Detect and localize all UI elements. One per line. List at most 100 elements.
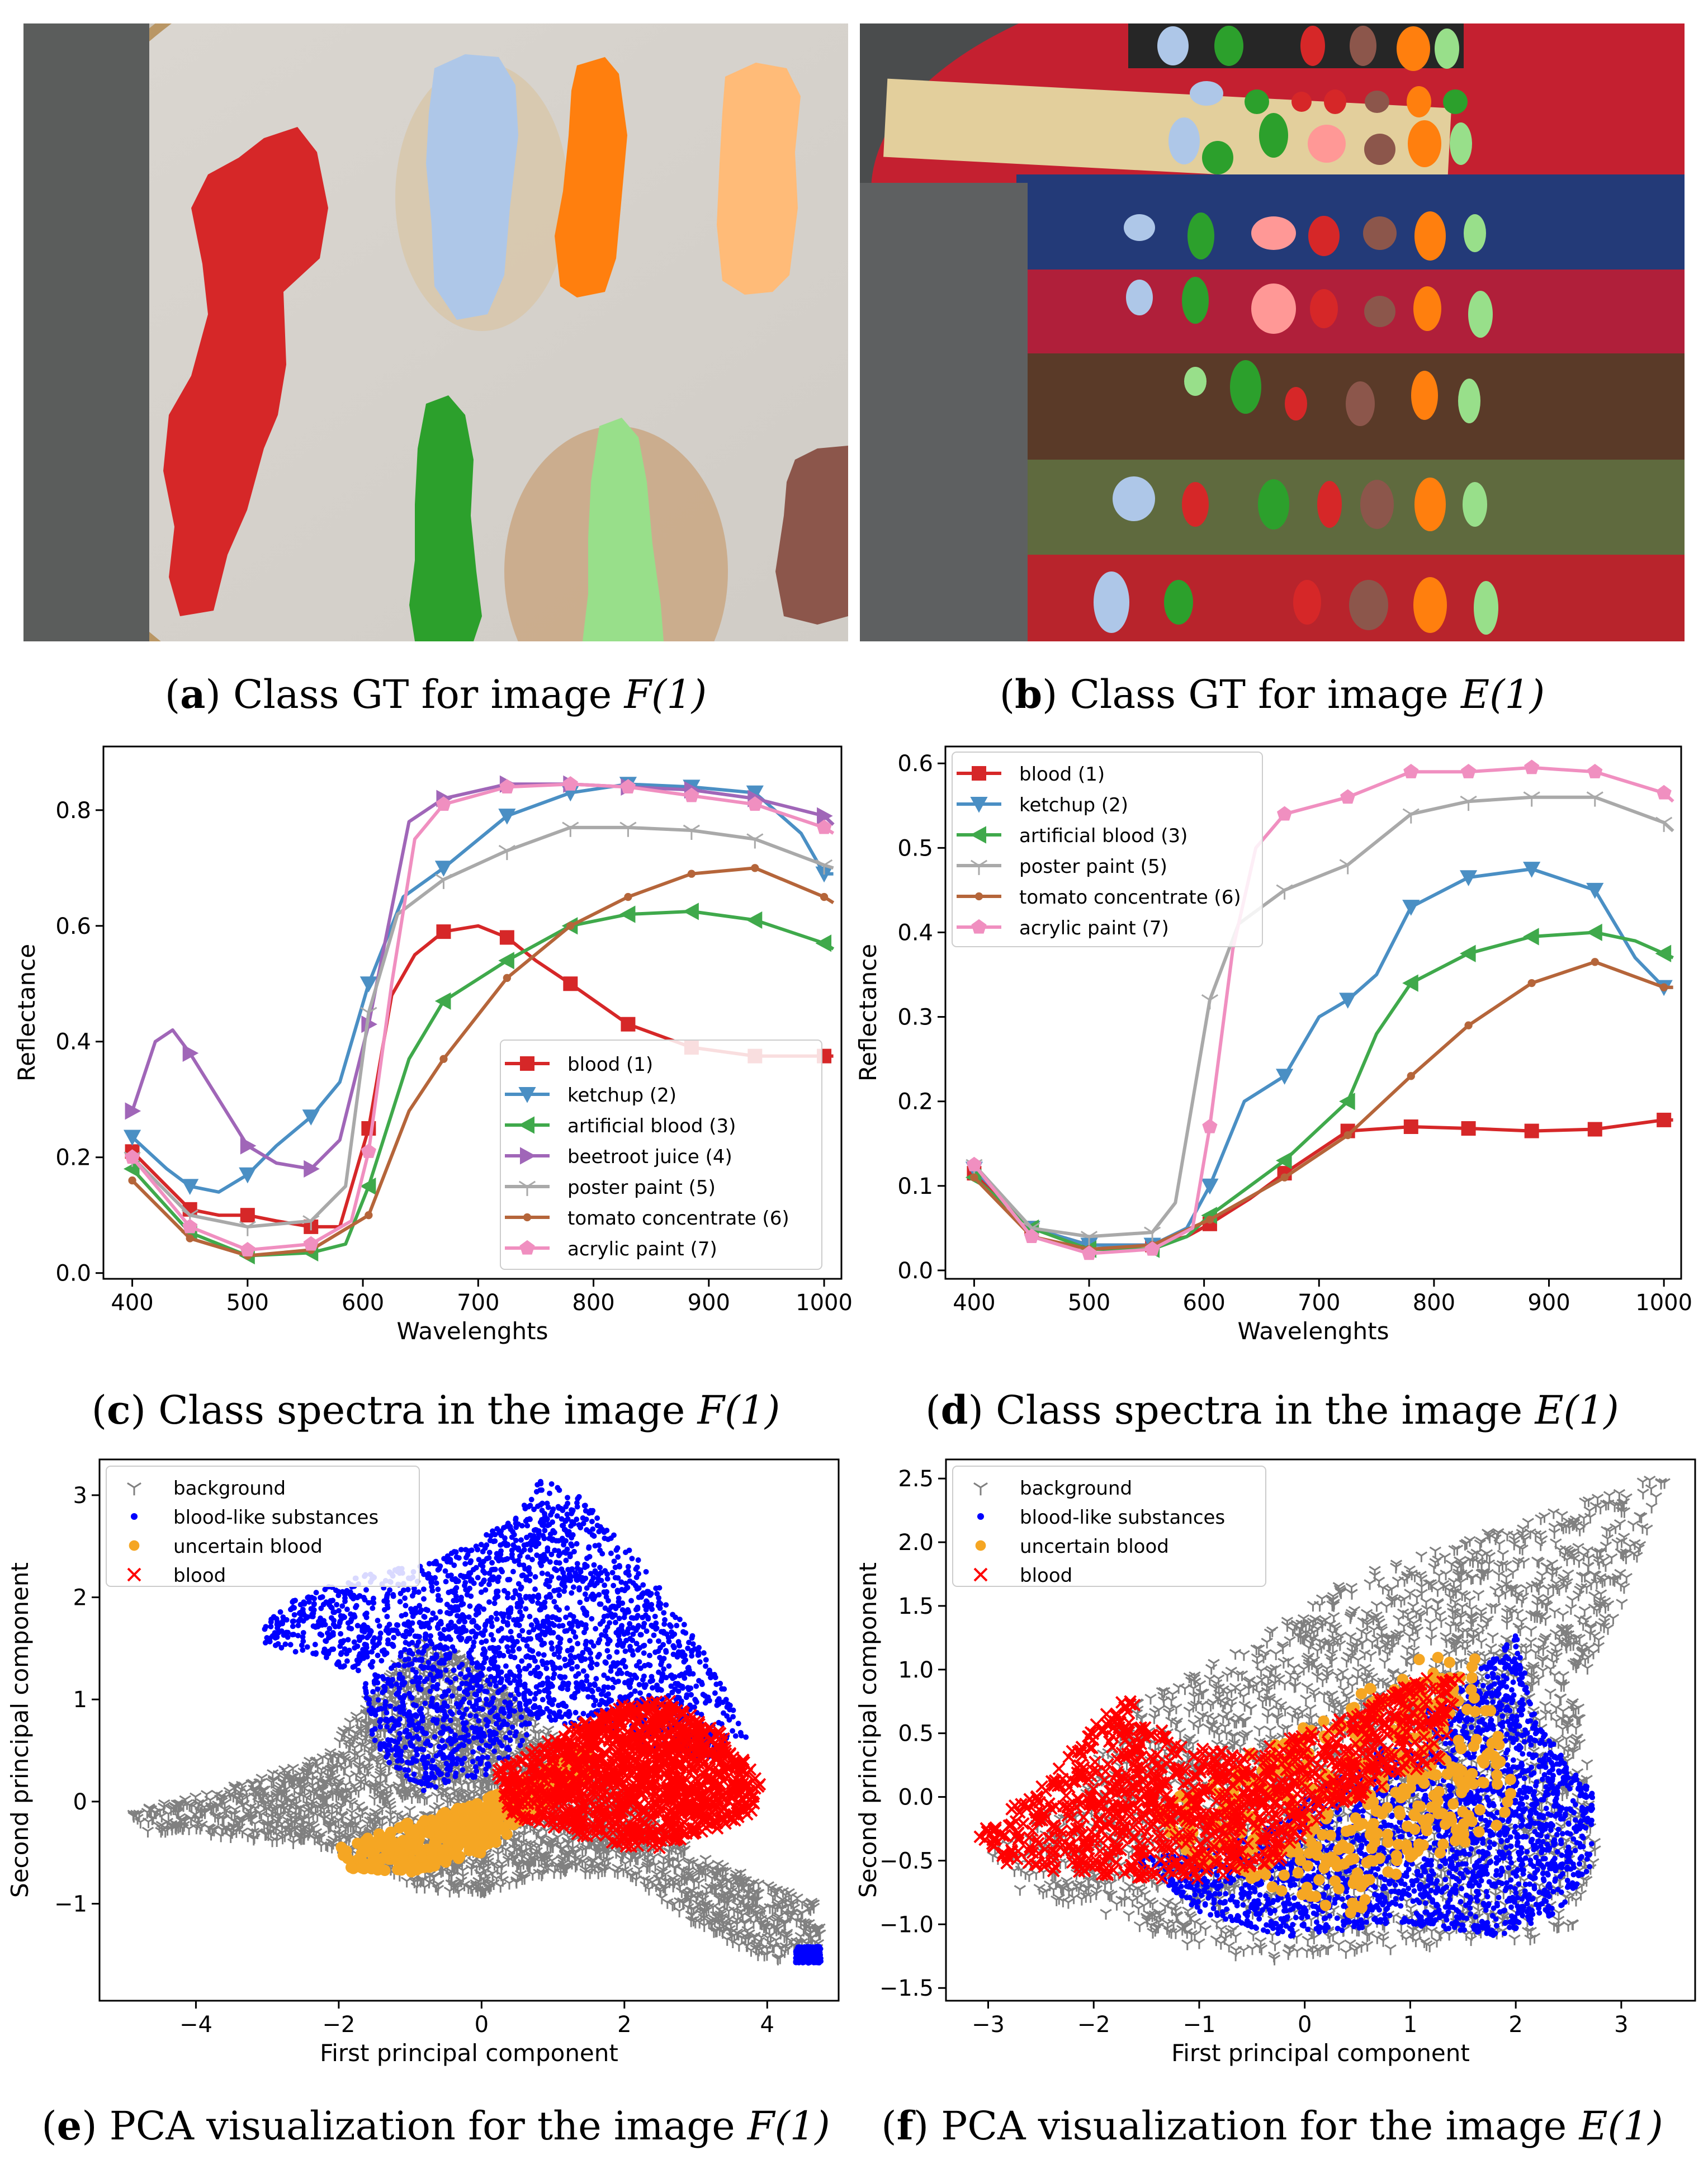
y-axis-ticks: 0.00.20.40.60.8 <box>55 798 103 1287</box>
data-point <box>525 1688 531 1694</box>
data-point <box>437 1730 443 1736</box>
data-point <box>338 1631 344 1637</box>
data-point <box>439 1055 448 1063</box>
data-point <box>439 1657 445 1664</box>
data-point <box>589 1660 595 1666</box>
legend-item: poster paint (5) <box>957 856 1167 878</box>
data-point <box>382 1742 388 1749</box>
legend-marker <box>520 1147 536 1165</box>
data-point <box>604 1648 611 1654</box>
data-point <box>470 1749 476 1755</box>
data-point <box>633 1566 639 1572</box>
data-point <box>421 1596 427 1602</box>
x-tick-label: −2 <box>322 2012 355 2038</box>
data-point <box>467 1636 473 1642</box>
data-point <box>287 1764 299 1775</box>
data-point <box>638 1632 644 1638</box>
data-point <box>501 1684 507 1690</box>
data-point <box>746 833 764 849</box>
data-point <box>414 1746 420 1752</box>
data-point <box>667 1622 673 1628</box>
data-point <box>480 1747 486 1754</box>
data-point <box>396 1736 403 1742</box>
data-point <box>360 1007 377 1022</box>
data-point <box>1280 1173 1289 1182</box>
data-point <box>600 1618 606 1624</box>
data-point <box>532 1586 538 1593</box>
data-point <box>604 1571 611 1577</box>
data-point <box>490 1637 496 1643</box>
data-point <box>295 1633 301 1638</box>
data-point <box>526 1565 532 1571</box>
data-point <box>509 1724 515 1730</box>
data-point <box>732 1733 739 1739</box>
data-point <box>370 1689 376 1695</box>
data-point <box>410 1777 417 1783</box>
data-point <box>602 1582 608 1588</box>
legend-label: acrylic paint (7) <box>567 1238 717 1260</box>
data-point <box>362 1596 368 1603</box>
data-point <box>615 1554 621 1560</box>
poster-paint-region <box>555 57 627 297</box>
legend-marker <box>970 797 988 813</box>
data-point <box>504 1721 510 1727</box>
x-axis-label: Wavelenghts <box>1237 1317 1389 1345</box>
data-point <box>469 1547 475 1553</box>
data-point <box>504 1595 510 1600</box>
data-point <box>433 1580 439 1586</box>
data-point <box>434 1720 439 1726</box>
data-point <box>611 1558 617 1565</box>
data-point <box>512 1558 518 1564</box>
y-tick-label: 0.4 <box>55 1029 91 1055</box>
caption-text: Class spectra in the image <box>983 1387 1535 1433</box>
data-point <box>276 1622 282 1628</box>
legend-item: ketchup (2) <box>505 1084 676 1107</box>
data-point <box>590 1643 597 1649</box>
stain-row <box>1094 26 1498 635</box>
data-point <box>508 1692 514 1698</box>
x-tick-label: 700 <box>457 1290 499 1316</box>
data-point <box>608 1664 614 1670</box>
data-point <box>348 1594 354 1600</box>
data-point <box>489 1699 495 1705</box>
data-point <box>594 1661 600 1667</box>
data-point <box>262 1626 268 1632</box>
legend: blood (1)ketchup (2)artificial blood (3)… <box>952 752 1263 947</box>
legend-item: acrylic paint (7) <box>957 917 1169 939</box>
data-point <box>507 1730 513 1736</box>
legend-item: beetroot juice (4) <box>505 1146 732 1168</box>
data-point <box>531 1655 536 1661</box>
legend-item: acrylic paint (7) <box>505 1238 717 1260</box>
y-axis-label: Reflectance <box>13 944 40 1081</box>
series-acrylic-paint-7- <box>966 759 1674 1260</box>
data-point <box>561 1542 567 1548</box>
data-point <box>544 1705 550 1712</box>
data-point <box>473 1713 479 1719</box>
data-point <box>395 1690 401 1696</box>
x-tick-label: 800 <box>572 1290 614 1316</box>
data-point <box>398 1650 404 1656</box>
data-point <box>580 1650 586 1656</box>
data-point <box>669 1689 675 1695</box>
data-point <box>640 1643 646 1649</box>
panel-d-spectra-chart: 400 500 600 700 800 900 1000 0.0 0.1 0.2 0.3 0.4 0.5… <box>854 735 1708 1367</box>
data-point <box>368 1705 375 1711</box>
data-point <box>717 1680 723 1686</box>
data-point <box>580 1683 586 1689</box>
data-point <box>1657 1112 1672 1127</box>
data-point <box>443 1579 449 1585</box>
data-point <box>577 1599 583 1605</box>
data-point <box>1587 764 1603 778</box>
legend-label: artificial blood (3) <box>567 1115 736 1137</box>
data-point <box>584 1673 590 1679</box>
data-point <box>517 1742 523 1749</box>
caption-letter: a <box>180 671 205 717</box>
data-point <box>467 1560 474 1566</box>
plot-frame <box>102 745 843 1280</box>
data-point <box>1591 958 1599 966</box>
data-point <box>518 1586 524 1592</box>
data-point <box>1081 1245 1097 1260</box>
data-point <box>461 1711 467 1717</box>
data-point <box>583 1641 589 1647</box>
data-point <box>430 1678 436 1684</box>
